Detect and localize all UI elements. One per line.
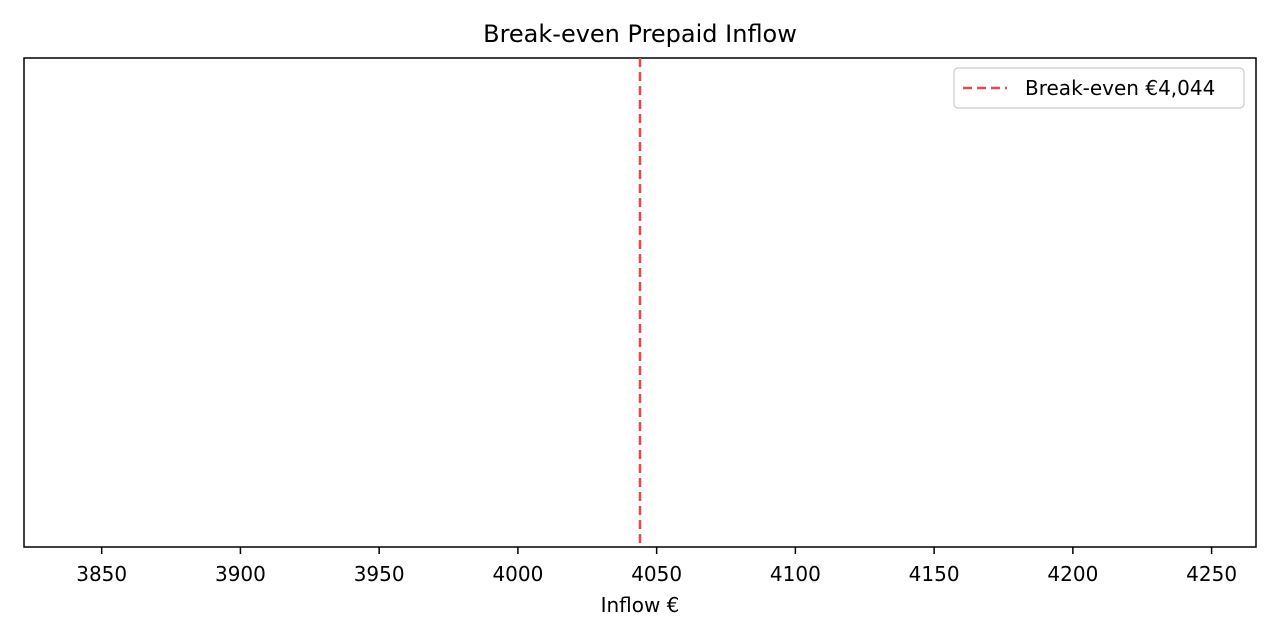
x-tick-label: 3950 (354, 562, 405, 586)
x-axis-label: Inflow € (601, 593, 680, 617)
x-tick-label: 4100 (770, 562, 821, 586)
x-tick-label: 3850 (76, 562, 127, 586)
x-tick-label: 3900 (215, 562, 266, 586)
x-tick-label: 4000 (492, 562, 543, 586)
legend-entry-break-even: Break-even €4,044 (1025, 76, 1215, 100)
legend: Break-even €4,044 (953, 67, 1245, 109)
legend-box (953, 67, 1245, 109)
x-tick-label: 4150 (909, 562, 960, 586)
x-tick-label: 4050 (631, 562, 682, 586)
x-tick-label: 4200 (1047, 562, 1098, 586)
x-tick-label: 4250 (1186, 562, 1237, 586)
x-axis-ticks: 3850 3900 3950 4000 4050 4100 4150 4200 4250 (76, 547, 1237, 586)
chart-title: Break-even Prepaid Inflow (483, 20, 797, 48)
